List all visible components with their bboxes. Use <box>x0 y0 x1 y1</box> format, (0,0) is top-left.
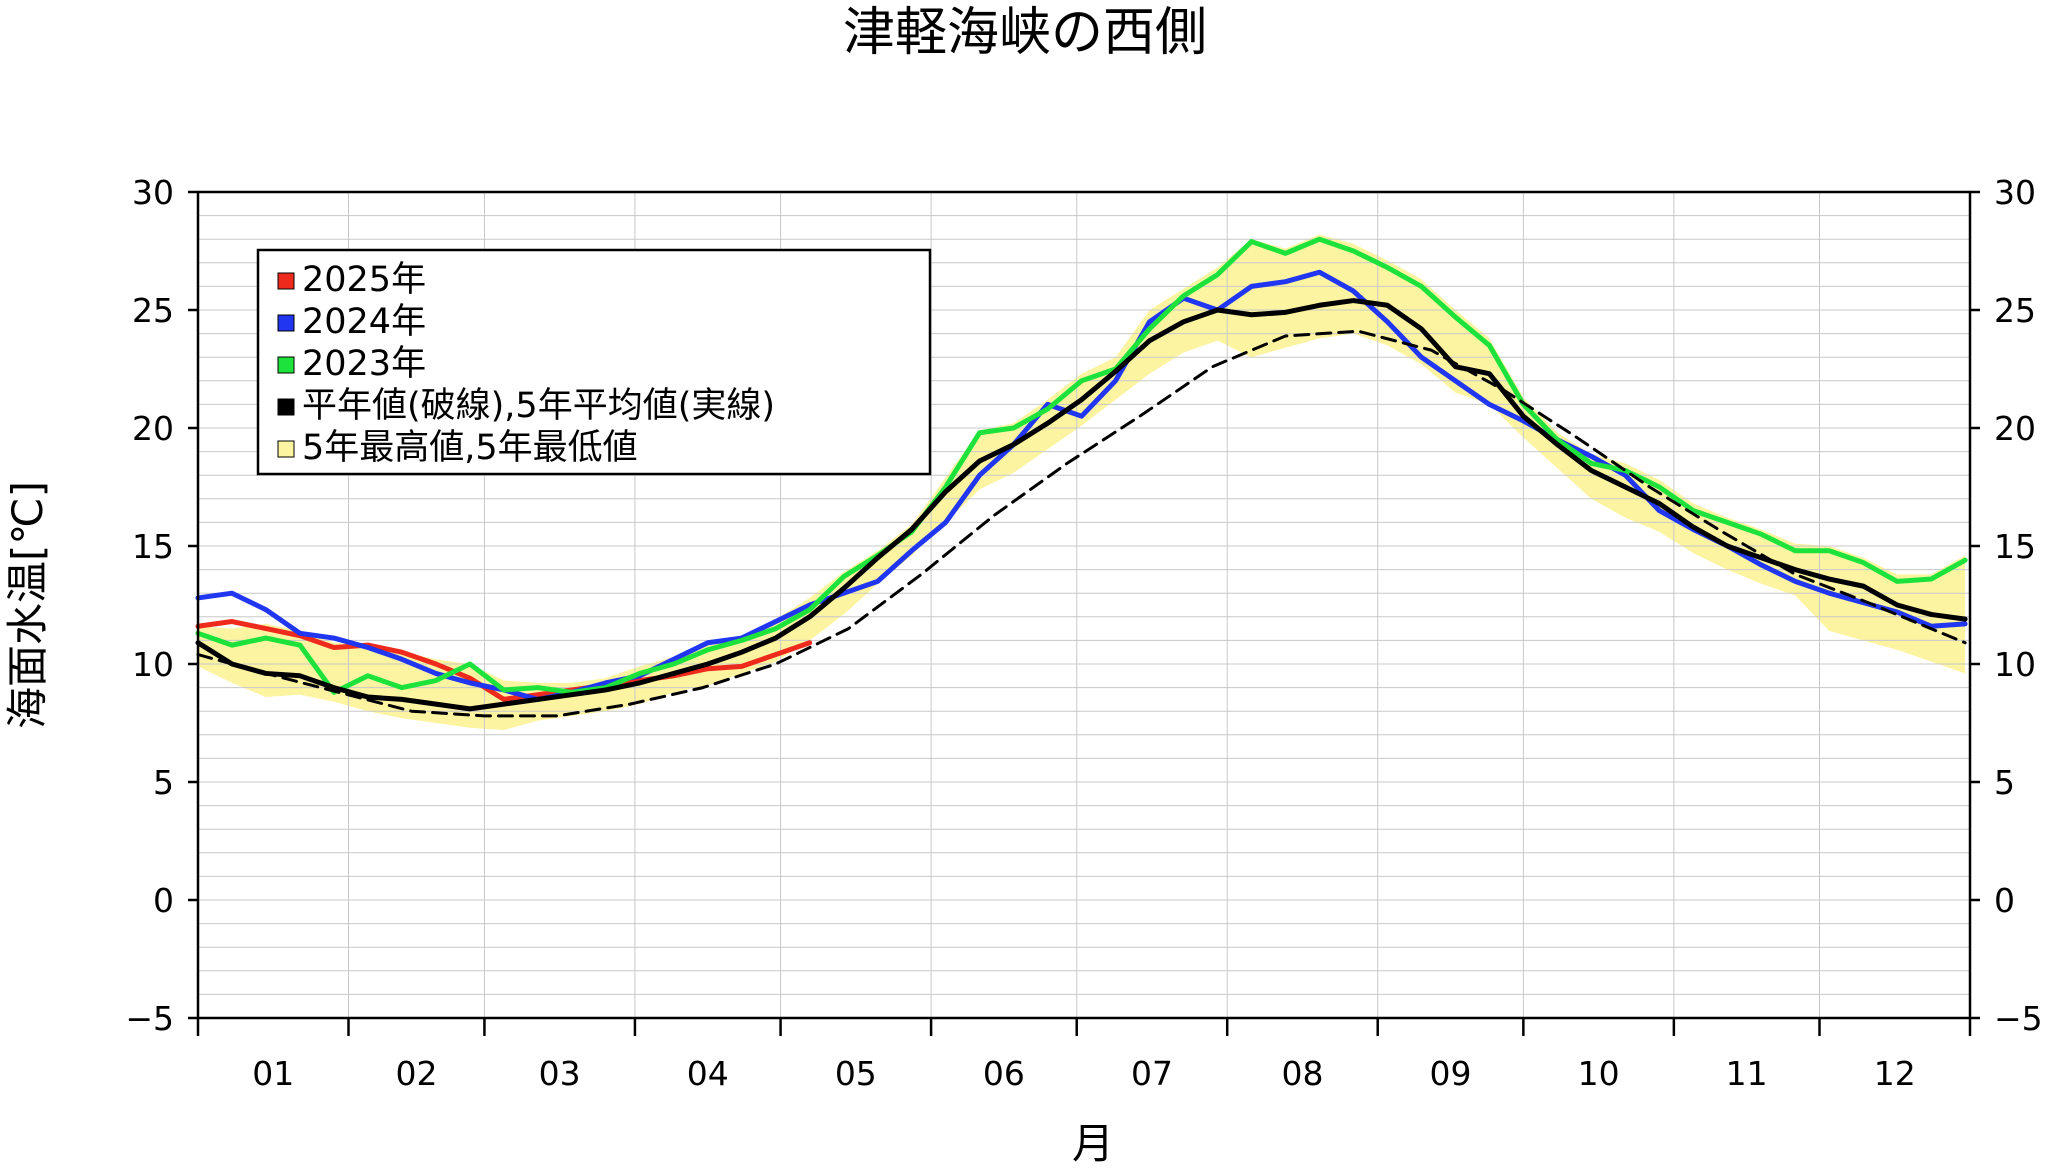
series-line-2023 <box>195 236 1968 695</box>
x-tick-label: 03 <box>539 1054 581 1093</box>
x-tick-label: 08 <box>1281 1054 1323 1093</box>
y-axis-label: 海面水温[℃] <box>3 481 52 729</box>
y-tick-label-left: −5 <box>125 999 174 1038</box>
x-tick-label: 06 <box>983 1054 1025 1093</box>
legend-swatch <box>277 398 295 416</box>
chart-title: 津軽海峡の西側 <box>843 3 1207 63</box>
legend-label: 平年値(破線),5年平均値(実線) <box>302 386 775 426</box>
series-layer <box>195 236 1968 718</box>
series-line-2024 <box>195 269 1968 702</box>
y-tick-label-left: 25 <box>132 291 174 330</box>
x-tick-label: 02 <box>395 1054 437 1093</box>
y-tick-label-left: 30 <box>132 173 174 212</box>
x-tick-label: 09 <box>1430 1054 1472 1093</box>
y-tick-label-right: 20 <box>1994 409 2036 448</box>
y-tick-label-right: 15 <box>1994 527 2036 566</box>
legend-box <box>256 248 932 476</box>
y-tick-label-left: 20 <box>132 409 174 448</box>
series-line-5yr-mean <box>195 298 1968 712</box>
y-tick-label-right: 0 <box>1994 881 2015 920</box>
y-tick-label-left: 15 <box>132 527 174 566</box>
x-tick-label: 11 <box>1726 1054 1768 1093</box>
legend: 2025年2024年2023年平年値(破線),5年平均値(実線)5年最高値,5年… <box>256 248 932 476</box>
legend-swatch <box>277 356 295 374</box>
y-tick-label-right: 5 <box>1994 763 2015 802</box>
legend-label: 5年最高値,5年最低値 <box>302 428 638 468</box>
x-tick-label: 10 <box>1578 1054 1620 1093</box>
plot-frame <box>196 190 1972 1020</box>
y-tick-label-right: 10 <box>1994 645 2036 684</box>
series-line-normal <box>196 329 1967 718</box>
legend-label: 2024年 <box>302 302 426 342</box>
y-tick-label-left: 5 <box>153 763 174 802</box>
y-tick-label-right: 25 <box>1994 291 2036 330</box>
x-axis-label: 月 <box>1072 1119 1114 1166</box>
x-tick-label: 07 <box>1131 1054 1173 1093</box>
legend-swatch <box>277 440 295 458</box>
y-tick-label-right: 30 <box>1994 173 2036 212</box>
x-tick-label: 12 <box>1874 1054 1916 1093</box>
legend-swatch <box>277 314 295 332</box>
legend-label: 2025年 <box>302 260 426 300</box>
legend-label: 2023年 <box>302 344 426 384</box>
y-tick-label-left: 0 <box>153 881 174 920</box>
legend-swatch <box>277 272 295 290</box>
x-tick-label: 05 <box>835 1054 877 1093</box>
x-tick-label: 01 <box>252 1054 294 1093</box>
y-tick-label-right: −5 <box>1994 999 2043 1038</box>
y-tick-label-left: 10 <box>132 645 174 684</box>
x-tick-label: 04 <box>687 1054 729 1093</box>
